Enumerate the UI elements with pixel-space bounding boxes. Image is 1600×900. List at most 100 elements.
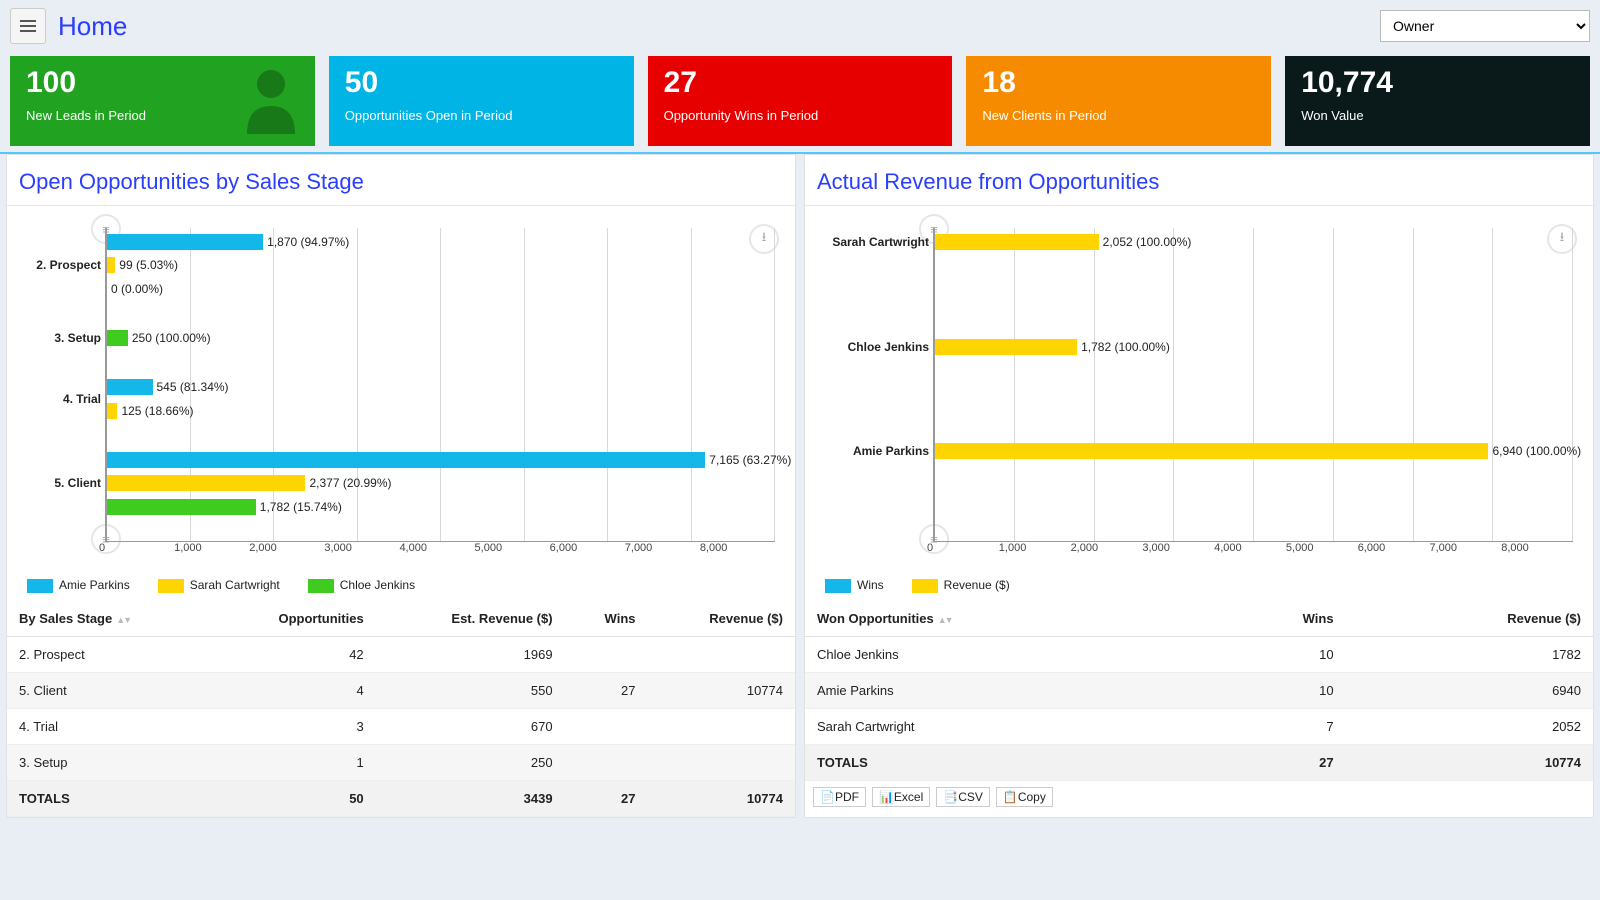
table-header[interactable]: Wins bbox=[1206, 601, 1345, 637]
chart-legend: Amie Parkins Sarah Cartwright Chloe Jenkin… bbox=[7, 568, 795, 601]
menu-button[interactable] bbox=[10, 8, 46, 44]
category-label: 4. Trial bbox=[31, 392, 107, 406]
export-copy-button[interactable]: 📋Copy bbox=[996, 787, 1053, 807]
table-cell bbox=[648, 744, 796, 780]
table-cell: TOTALS bbox=[805, 744, 1206, 780]
chart-bar[interactable]: 1,782 (100.00%) bbox=[935, 339, 1077, 355]
table-header[interactable]: By Sales Stage▲▼ bbox=[7, 601, 211, 637]
table-cell: TOTALS bbox=[7, 780, 211, 816]
chart-bar[interactable]: 1,782 (15.74%) bbox=[107, 499, 256, 515]
table-cell bbox=[648, 636, 796, 672]
category-label: Sarah Cartwright bbox=[829, 235, 935, 249]
table-cell bbox=[648, 708, 796, 744]
export-pdf-button[interactable]: 📄PDF bbox=[813, 787, 866, 807]
open-opportunities-panel: Open Opportunities by Sales Stage ⭳ ≡ ≡ … bbox=[6, 154, 796, 818]
kpi-value: 27 bbox=[664, 66, 937, 100]
table-header[interactable]: Opportunities bbox=[211, 601, 376, 637]
kpi-card[interactable]: 27 Opportunity Wins in Period bbox=[648, 56, 953, 146]
chart-bar[interactable]: 2,377 (20.99%) bbox=[107, 475, 305, 491]
table-cell: 42 bbox=[211, 636, 376, 672]
legend-item[interactable]: Amie Parkins bbox=[27, 578, 130, 593]
table-row[interactable]: Amie Parkins106940 bbox=[805, 672, 1593, 708]
table-row[interactable]: 5. Client45502710774 bbox=[7, 672, 795, 708]
legend-item[interactable]: Wins bbox=[825, 578, 884, 593]
chart-bar[interactable]: 1,870 (94.97%) bbox=[107, 234, 263, 250]
table-cell: 10774 bbox=[648, 672, 796, 708]
chart-bar[interactable]: 250 (100.00%) bbox=[107, 330, 128, 346]
table-header[interactable]: Won Opportunities▲▼ bbox=[805, 601, 1206, 637]
x-tick: 0 bbox=[927, 542, 999, 564]
category-label: 3. Setup bbox=[31, 331, 107, 345]
panel-title: Open Opportunities by Sales Stage bbox=[7, 155, 795, 205]
x-tick: 4,000 bbox=[399, 542, 474, 564]
legend-item[interactable]: Sarah Cartwright bbox=[158, 578, 280, 593]
x-tick: 3,000 bbox=[1142, 542, 1214, 564]
table-cell: 1969 bbox=[376, 636, 565, 672]
bar-value-label: 7,165 (63.27%) bbox=[709, 453, 791, 467]
table-cell: 670 bbox=[376, 708, 565, 744]
x-tick: 2,000 bbox=[1071, 542, 1143, 564]
table-row[interactable]: 3. Setup1250 bbox=[7, 744, 795, 780]
table-header[interactable]: Revenue ($) bbox=[648, 601, 796, 637]
table-header[interactable]: Revenue ($) bbox=[1346, 601, 1593, 637]
x-tick: 1,000 bbox=[174, 542, 249, 564]
bar-value-label: 99 (5.03%) bbox=[119, 258, 178, 272]
table-cell: 10774 bbox=[1346, 744, 1593, 780]
table-row[interactable]: Sarah Cartwright72052 bbox=[805, 708, 1593, 744]
table-header[interactable]: Wins bbox=[565, 601, 648, 637]
x-tick: 3,000 bbox=[324, 542, 399, 564]
table-cell: 250 bbox=[376, 744, 565, 780]
bar-value-label: 0 (0.00%) bbox=[111, 282, 163, 296]
table-cell: 5. Client bbox=[7, 672, 211, 708]
kpi-label: Opportunity Wins in Period bbox=[664, 108, 937, 123]
legend-item[interactable]: Chloe Jenkins bbox=[308, 578, 415, 593]
x-tick: 6,000 bbox=[1358, 542, 1430, 564]
table-cell bbox=[565, 636, 648, 672]
hamburger-icon bbox=[20, 17, 36, 35]
x-tick: 8,000 bbox=[700, 542, 775, 564]
sales-stage-table: By Sales Stage▲▼OpportunitiesEst. Revenu… bbox=[7, 601, 795, 817]
bar-value-label: 250 (100.00%) bbox=[132, 331, 211, 345]
x-tick: 7,000 bbox=[1429, 542, 1501, 564]
kpi-row: 100New Leads in Period50Opportunities Op… bbox=[0, 56, 1600, 152]
table-cell: 50 bbox=[211, 780, 376, 816]
x-tick: 8,000 bbox=[1501, 542, 1573, 564]
kpi-label: Opportunities Open in Period bbox=[345, 108, 618, 123]
table-row[interactable]: 4. Trial3670 bbox=[7, 708, 795, 744]
chart-bar[interactable]: 6,940 (100.00%) bbox=[935, 443, 1488, 459]
legend-label: Chloe Jenkins bbox=[340, 578, 415, 592]
table-header[interactable]: Est. Revenue ($) bbox=[376, 601, 565, 637]
chart-bar[interactable]: 7,165 (63.27%) bbox=[107, 452, 705, 468]
table-cell: 4. Trial bbox=[7, 708, 211, 744]
bar-value-label: 125 (18.66%) bbox=[121, 404, 193, 418]
table-row[interactable]: Chloe Jenkins101782 bbox=[805, 636, 1593, 672]
export-csv-button[interactable]: 📑CSV bbox=[936, 787, 990, 807]
kpi-card[interactable]: 50Opportunities Open in Period bbox=[329, 56, 634, 146]
table-cell: 27 bbox=[565, 672, 648, 708]
x-tick: 7,000 bbox=[625, 542, 700, 564]
table-cell: 550 bbox=[376, 672, 565, 708]
bar-value-label: 545 (81.34%) bbox=[157, 380, 229, 394]
legend-swatch bbox=[308, 579, 334, 593]
table-cell bbox=[565, 744, 648, 780]
chart-bar[interactable]: 545 (81.34%) bbox=[107, 379, 153, 395]
table-cell: 1 bbox=[211, 744, 376, 780]
legend-swatch bbox=[825, 579, 851, 593]
kpi-card[interactable]: 18New Clients in Period bbox=[966, 56, 1271, 146]
x-tick: 1,000 bbox=[999, 542, 1071, 564]
table-cell: 3439 bbox=[376, 780, 565, 816]
chart-bar[interactable]: 125 (18.66%) bbox=[107, 403, 117, 419]
export-excel-button[interactable]: 📊Excel bbox=[872, 787, 930, 807]
export-row: 📄PDF 📊Excel 📑CSV 📋Copy bbox=[805, 781, 1593, 813]
kpi-card[interactable]: 100New Leads in Period bbox=[10, 56, 315, 146]
chart-bar[interactable]: 99 (5.03%) bbox=[107, 257, 115, 273]
chart-bar[interactable]: 2,052 (100.00%) bbox=[935, 234, 1099, 250]
kpi-card[interactable]: 10,774Won Value bbox=[1285, 56, 1590, 146]
legend-item[interactable]: Revenue ($) bbox=[912, 578, 1010, 593]
table-row[interactable]: 2. Prospect421969 bbox=[7, 636, 795, 672]
topbar: Home Owner bbox=[0, 0, 1600, 56]
table-cell: Amie Parkins bbox=[805, 672, 1206, 708]
x-tick: 2,000 bbox=[249, 542, 324, 564]
owner-dropdown[interactable]: Owner bbox=[1380, 10, 1590, 42]
bar-value-label: 1,782 (15.74%) bbox=[260, 500, 342, 514]
